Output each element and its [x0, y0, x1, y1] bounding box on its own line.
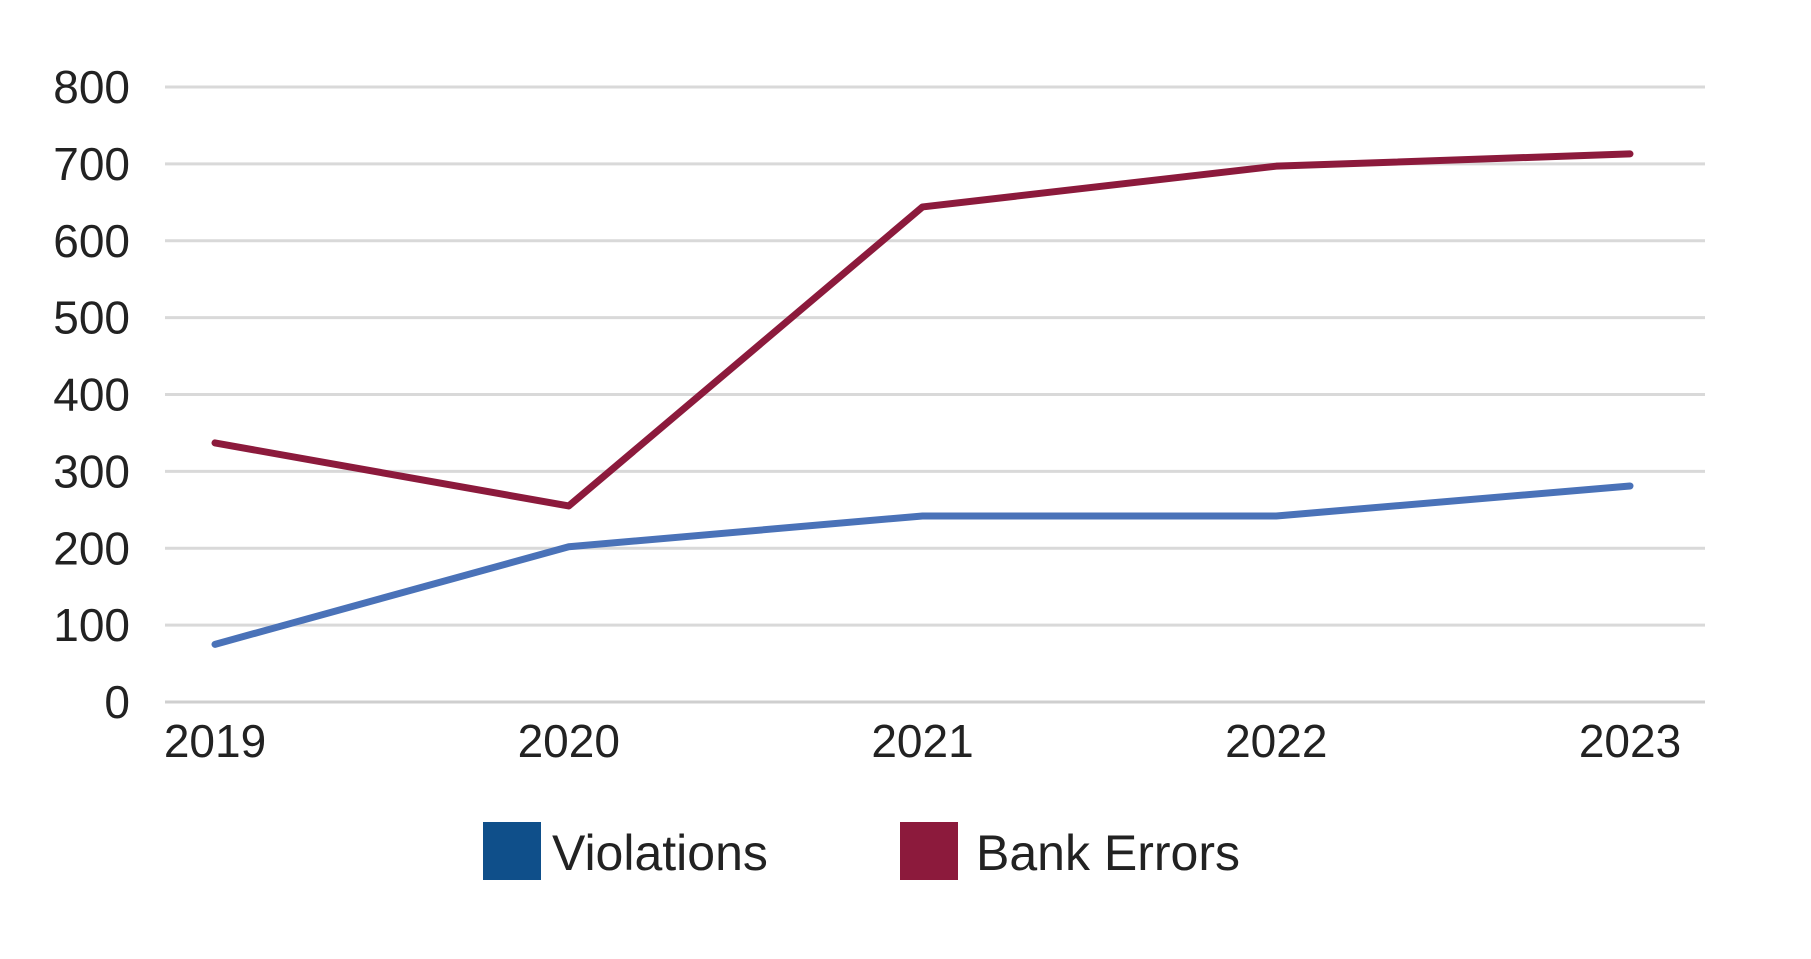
- x-axis-tick-labels: 2019 2020 2021 2022 2023: [164, 715, 1681, 767]
- legend-label-bank-errors: Bank Errors: [976, 825, 1240, 881]
- y-tick-label-800: 800: [53, 61, 130, 113]
- series-line-violations: [211, 482, 1634, 648]
- series-lines: [211, 150, 1634, 648]
- x-tick-label-2021: 2021: [871, 715, 973, 767]
- x-tick-label-2019: 2019: [164, 715, 266, 767]
- y-tick-label-0: 0: [104, 676, 130, 728]
- y-tick-label-400: 400: [53, 369, 130, 421]
- y-tick-label-500: 500: [53, 292, 130, 344]
- legend: Violations Bank Errors: [483, 822, 1240, 881]
- gridlines: [165, 85, 1705, 704]
- y-tick-label-600: 600: [53, 215, 130, 267]
- legend-label-violations: Violations: [552, 825, 768, 881]
- legend-swatch-bank-errors: [900, 822, 958, 880]
- y-tick-label-300: 300: [53, 445, 130, 497]
- x-tick-label-2020: 2020: [518, 715, 620, 767]
- y-tick-label-100: 100: [53, 599, 130, 651]
- y-axis-tick-labels: 0 100 200 300 400 500 600 700 800: [53, 61, 130, 728]
- y-tick-label-700: 700: [53, 138, 130, 190]
- legend-swatch-violations: [483, 822, 541, 880]
- x-tick-label-2022: 2022: [1225, 715, 1327, 767]
- y-tick-label-200: 200: [53, 522, 130, 574]
- series-line-bank-errors: [211, 150, 1634, 510]
- x-tick-label-2023: 2023: [1579, 715, 1681, 767]
